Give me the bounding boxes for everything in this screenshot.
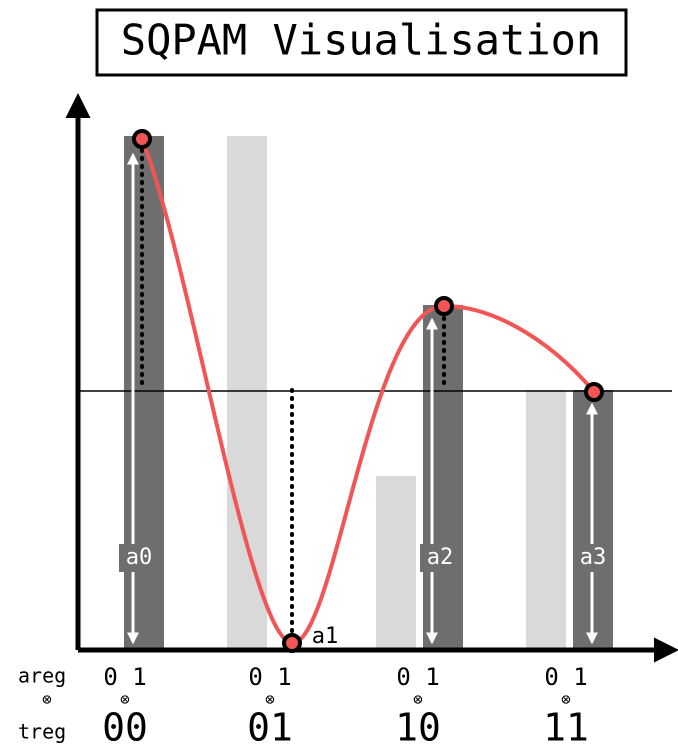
bar	[124, 136, 164, 650]
bar	[376, 476, 416, 650]
bar	[526, 390, 566, 650]
areg-label: areg	[18, 664, 66, 688]
tensor: ⊗	[561, 690, 571, 709]
tensor: ⊗	[265, 690, 275, 709]
treg-code: 11	[543, 706, 589, 750]
groups: 0 1⊗000 1⊗010 1⊗100 1⊗11	[102, 663, 589, 750]
amp-label: a2	[427, 545, 454, 570]
amplitude-labels: a0 a1 a2 a3	[119, 544, 611, 649]
treg-code: 10	[395, 706, 441, 750]
title-box	[95, 8, 628, 77]
amp-label: a3	[580, 545, 607, 570]
amplitude-arrows	[127, 152, 598, 645]
treg-label: treg	[18, 720, 66, 744]
curve	[140, 138, 596, 646]
tensor: ⊗	[120, 690, 130, 709]
curve-points	[132, 129, 604, 653]
areg-bits: 0 1	[248, 663, 291, 691]
tensor: ⊗	[413, 690, 423, 709]
treg-code: 00	[102, 706, 148, 750]
treg-code: 01	[247, 706, 293, 750]
bar	[227, 136, 267, 650]
dotted-lines	[140, 148, 446, 642]
areg-bits: 0 1	[103, 663, 146, 691]
areg-bits: 0 1	[396, 663, 439, 691]
amp-label: a0	[126, 545, 153, 570]
title: SQPAM Visualisation	[121, 16, 601, 65]
areg-bits: 0 1	[544, 663, 587, 691]
tensor: ⊗	[42, 690, 52, 709]
amp-label: a1	[312, 624, 339, 649]
